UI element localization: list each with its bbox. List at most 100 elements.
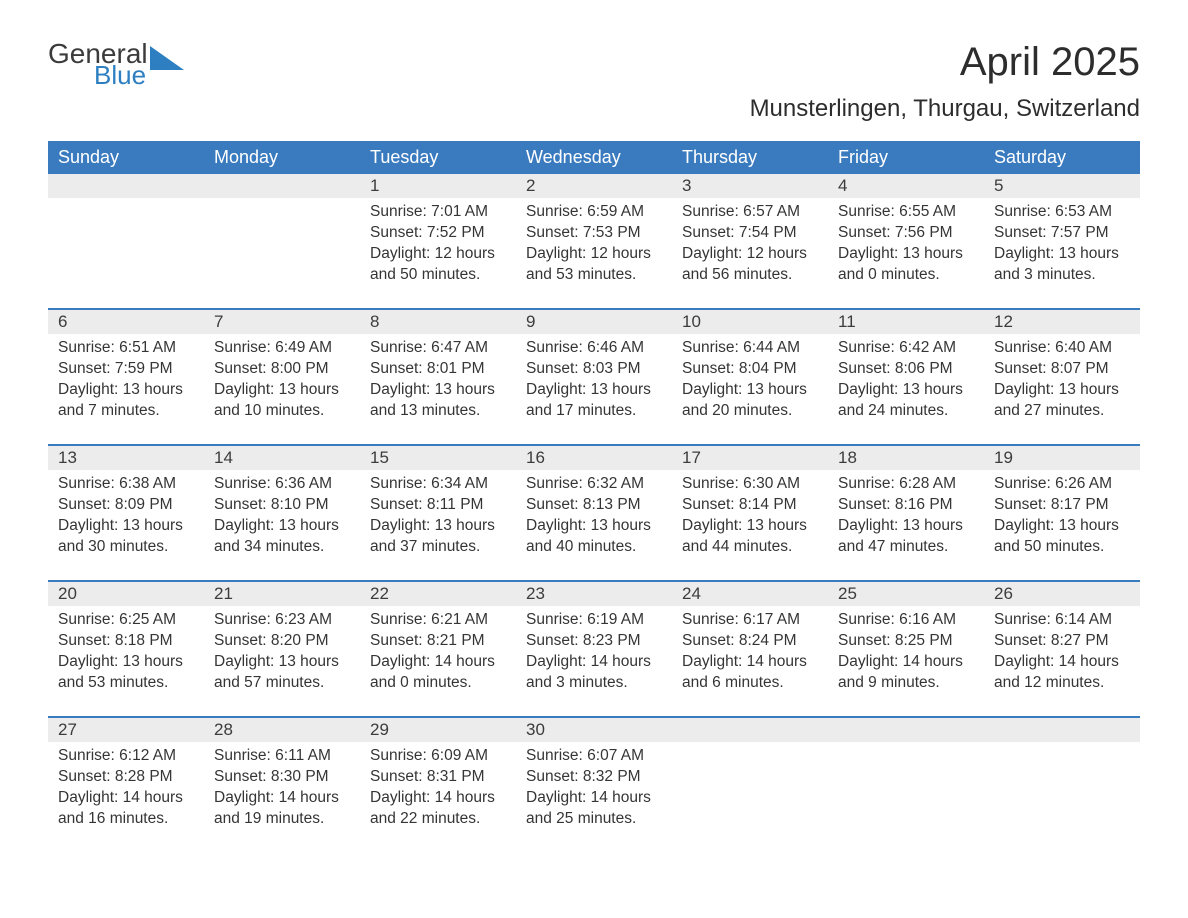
day-line: Sunset: 8:20 PM [214, 631, 354, 652]
day-line: Daylight: 14 hours and 16 minutes. [58, 788, 198, 830]
day-number: 26 [984, 582, 1140, 606]
day-cell: Sunrise: 7:01 AMSunset: 7:52 PMDaylight:… [360, 198, 516, 290]
logo-triangle-icon [150, 46, 184, 70]
day-cell [828, 742, 984, 834]
day-cell: Sunrise: 6:44 AMSunset: 8:04 PMDaylight:… [672, 334, 828, 426]
day-cell: Sunrise: 6:51 AMSunset: 7:59 PMDaylight:… [48, 334, 204, 426]
day-line: Daylight: 13 hours and 50 minutes. [994, 516, 1134, 558]
day-line: Daylight: 13 hours and 0 minutes. [838, 244, 978, 286]
day-line: Daylight: 13 hours and 3 minutes. [994, 244, 1134, 286]
day-line: Sunset: 7:59 PM [58, 359, 198, 380]
day-line: Daylight: 13 hours and 17 minutes. [526, 380, 666, 422]
day-line: Daylight: 13 hours and 47 minutes. [838, 516, 978, 558]
day-line: Sunrise: 6:46 AM [526, 338, 666, 359]
day-line: Daylight: 14 hours and 9 minutes. [838, 652, 978, 694]
day-of-week-header: Thursday [672, 141, 828, 174]
day-line: Sunrise: 6:09 AM [370, 746, 510, 767]
day-line: Sunset: 7:56 PM [838, 223, 978, 244]
day-number: 30 [516, 718, 672, 742]
day-cell: Sunrise: 6:09 AMSunset: 8:31 PMDaylight:… [360, 742, 516, 834]
day-line: Daylight: 12 hours and 53 minutes. [526, 244, 666, 286]
day-line: Sunrise: 6:55 AM [838, 202, 978, 223]
day-line: Sunset: 8:04 PM [682, 359, 822, 380]
day-number: 27 [48, 718, 204, 742]
day-number: 11 [828, 310, 984, 334]
day-cell: Sunrise: 6:23 AMSunset: 8:20 PMDaylight:… [204, 606, 360, 698]
day-line: Sunset: 8:16 PM [838, 495, 978, 516]
day-line: Sunrise: 6:53 AM [994, 202, 1134, 223]
day-number: 9 [516, 310, 672, 334]
day-number: 14 [204, 446, 360, 470]
day-number: 17 [672, 446, 828, 470]
day-line: Sunset: 7:54 PM [682, 223, 822, 244]
day-number: 7 [204, 310, 360, 334]
day-line: Sunrise: 6:40 AM [994, 338, 1134, 359]
day-cell: Sunrise: 6:34 AMSunset: 8:11 PMDaylight:… [360, 470, 516, 562]
logo-word-2: Blue [94, 62, 148, 88]
day-line: Daylight: 13 hours and 44 minutes. [682, 516, 822, 558]
day-line: Daylight: 13 hours and 10 minutes. [214, 380, 354, 422]
day-line: Sunset: 8:00 PM [214, 359, 354, 380]
day-line: Sunrise: 6:21 AM [370, 610, 510, 631]
day-cell: Sunrise: 6:38 AMSunset: 8:09 PMDaylight:… [48, 470, 204, 562]
calendar-grid: SundayMondayTuesdayWednesdayThursdayFrid… [48, 141, 1140, 834]
day-line: Sunrise: 6:14 AM [994, 610, 1134, 631]
day-line: Daylight: 14 hours and 19 minutes. [214, 788, 354, 830]
day-line: Sunrise: 6:30 AM [682, 474, 822, 495]
day-number: 22 [360, 582, 516, 606]
day-cell: Sunrise: 6:42 AMSunset: 8:06 PMDaylight:… [828, 334, 984, 426]
day-cell: Sunrise: 6:07 AMSunset: 8:32 PMDaylight:… [516, 742, 672, 834]
day-cell: Sunrise: 6:55 AMSunset: 7:56 PMDaylight:… [828, 198, 984, 290]
day-line: Daylight: 13 hours and 34 minutes. [214, 516, 354, 558]
day-line: Sunrise: 6:17 AM [682, 610, 822, 631]
day-line: Sunset: 8:14 PM [682, 495, 822, 516]
day-cell: Sunrise: 6:25 AMSunset: 8:18 PMDaylight:… [48, 606, 204, 698]
day-number: 12 [984, 310, 1140, 334]
day-line: Sunset: 8:06 PM [838, 359, 978, 380]
day-number: 20 [48, 582, 204, 606]
day-line: Sunset: 8:11 PM [370, 495, 510, 516]
day-line: Sunrise: 6:07 AM [526, 746, 666, 767]
day-line: Daylight: 14 hours and 22 minutes. [370, 788, 510, 830]
day-number: 8 [360, 310, 516, 334]
day-line: Sunset: 8:31 PM [370, 767, 510, 788]
day-of-week-header: Saturday [984, 141, 1140, 174]
day-number [984, 718, 1140, 742]
day-number: 5 [984, 174, 1140, 198]
day-cell: Sunrise: 6:59 AMSunset: 7:53 PMDaylight:… [516, 198, 672, 290]
day-of-week-header: Monday [204, 141, 360, 174]
day-line: Sunrise: 6:47 AM [370, 338, 510, 359]
day-line: Sunset: 8:13 PM [526, 495, 666, 516]
day-line: Sunrise: 6:19 AM [526, 610, 666, 631]
day-cell: Sunrise: 6:21 AMSunset: 8:21 PMDaylight:… [360, 606, 516, 698]
day-number: 25 [828, 582, 984, 606]
day-cell: Sunrise: 6:17 AMSunset: 8:24 PMDaylight:… [672, 606, 828, 698]
day-line: Sunset: 8:25 PM [838, 631, 978, 652]
day-line: Sunset: 8:17 PM [994, 495, 1134, 516]
day-number: 15 [360, 446, 516, 470]
day-line: Sunrise: 6:12 AM [58, 746, 198, 767]
day-line: Daylight: 13 hours and 57 minutes. [214, 652, 354, 694]
day-line: Sunset: 8:23 PM [526, 631, 666, 652]
day-line: Sunrise: 6:59 AM [526, 202, 666, 223]
day-line: Daylight: 13 hours and 7 minutes. [58, 380, 198, 422]
day-cell: Sunrise: 6:12 AMSunset: 8:28 PMDaylight:… [48, 742, 204, 834]
day-line: Daylight: 13 hours and 53 minutes. [58, 652, 198, 694]
day-number [672, 718, 828, 742]
day-number: 24 [672, 582, 828, 606]
day-line: Sunrise: 6:16 AM [838, 610, 978, 631]
day-line: Sunset: 8:03 PM [526, 359, 666, 380]
day-cell: Sunrise: 6:46 AMSunset: 8:03 PMDaylight:… [516, 334, 672, 426]
day-cell: Sunrise: 6:11 AMSunset: 8:30 PMDaylight:… [204, 742, 360, 834]
location-subtitle: Munsterlingen, Thurgau, Switzerland [750, 95, 1140, 123]
day-number: 6 [48, 310, 204, 334]
logo: General Blue [48, 40, 184, 88]
day-number: 1 [360, 174, 516, 198]
day-number: 21 [204, 582, 360, 606]
day-cell [672, 742, 828, 834]
day-line: Sunset: 8:01 PM [370, 359, 510, 380]
day-line: Sunset: 8:30 PM [214, 767, 354, 788]
logo-text: General Blue [48, 40, 148, 88]
day-number: 19 [984, 446, 1140, 470]
day-line: Sunset: 8:07 PM [994, 359, 1134, 380]
